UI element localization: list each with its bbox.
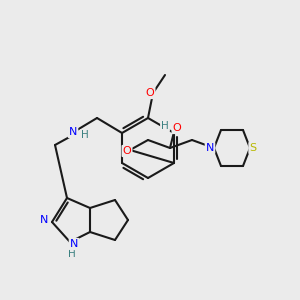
Text: H: H [81,130,89,140]
Text: N: N [69,127,77,137]
Text: N: N [40,215,48,225]
Text: O: O [146,88,154,98]
Text: S: S [249,143,256,153]
Text: N: N [206,143,214,153]
Text: O: O [123,146,131,156]
Text: H: H [68,249,76,259]
Text: H: H [161,121,169,131]
Text: N: N [70,239,78,249]
Text: O: O [172,123,182,133]
